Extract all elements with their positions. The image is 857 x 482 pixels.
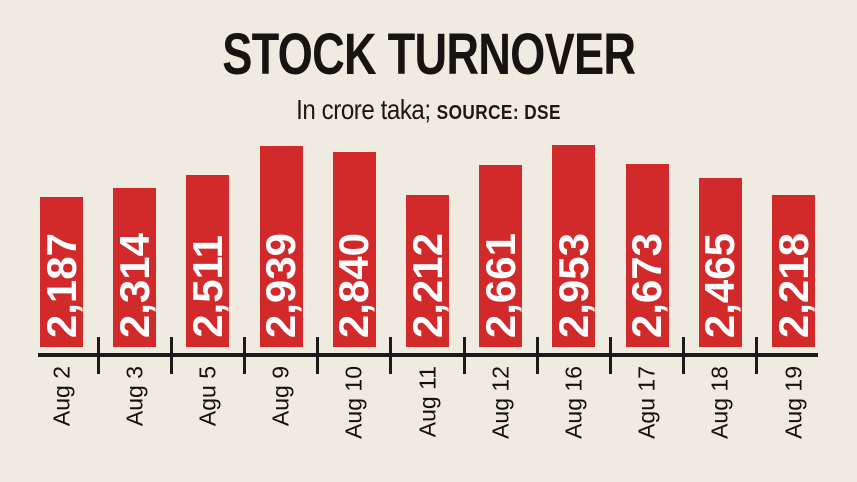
x-axis-label: Aug 10 bbox=[340, 366, 367, 439]
bar: 2,465 bbox=[696, 178, 744, 347]
chart-title: STOCK TURNOVER bbox=[221, 22, 636, 87]
bar: 2,939 bbox=[257, 146, 305, 347]
axis-tick bbox=[96, 337, 100, 374]
chart-subtitle: In crore taka; bbox=[296, 94, 431, 125]
axis-tick bbox=[243, 337, 246, 374]
x-axis-label: Aug 3 bbox=[121, 366, 148, 427]
axis-tick bbox=[682, 337, 686, 374]
x-axis-label: Aug 16 bbox=[560, 366, 587, 439]
x-axis-label: Agu 5 bbox=[194, 366, 221, 427]
axis-tick bbox=[316, 337, 320, 374]
axis-tick bbox=[609, 337, 612, 374]
x-axis-label: Aug 2 bbox=[48, 366, 74, 427]
axis-tick bbox=[755, 337, 759, 374]
title-wrap: STOCK TURNOVER bbox=[0, 26, 857, 84]
chart-source: SOURCE: DSE bbox=[436, 102, 561, 124]
axis-tick bbox=[535, 337, 539, 374]
axis-tick bbox=[389, 337, 393, 374]
x-axis-label: Aug 9 bbox=[267, 366, 294, 427]
bar: 2,953 bbox=[549, 145, 597, 347]
bar: 2,840 bbox=[330, 152, 378, 347]
bar-value-label: 2,314 bbox=[110, 232, 158, 338]
bar: 2,673 bbox=[623, 164, 671, 347]
bar-value-label: 2,511 bbox=[183, 235, 231, 338]
x-axis-label: Aug 19 bbox=[780, 366, 806, 439]
x-axis-label: Aug 11 bbox=[414, 366, 440, 438]
bar: 2,218 bbox=[769, 195, 817, 347]
bar: 2,661 bbox=[476, 165, 524, 347]
bar-value-label: 2,953 bbox=[549, 232, 597, 338]
x-axis-label: Agu 17 bbox=[633, 366, 660, 439]
bar-value-label: 2,939 bbox=[257, 232, 305, 338]
bar-value-label: 2,840 bbox=[330, 232, 378, 338]
bar-value-label: 2,661 bbox=[476, 232, 524, 338]
x-axis-line bbox=[38, 353, 818, 357]
axis-tick bbox=[169, 337, 173, 374]
bar: 2,511 bbox=[183, 175, 231, 347]
bar: 2,187 bbox=[37, 197, 85, 347]
bar-value-label: 2,187 bbox=[37, 232, 85, 338]
bar: 2,314 bbox=[110, 188, 158, 347]
subtitle-row: In crore taka; SOURCE: DSE bbox=[60, 94, 797, 126]
bar-value-label: 2,673 bbox=[623, 232, 671, 338]
bar-value-label: 2,465 bbox=[696, 232, 744, 338]
x-axis-label: Aug 18 bbox=[706, 366, 733, 439]
bar: 2,212 bbox=[403, 195, 451, 347]
axis-tick bbox=[462, 337, 466, 374]
x-axis-label: Aug 12 bbox=[487, 366, 514, 439]
bar-value-label: 2,212 bbox=[403, 232, 451, 338]
bar-value-label: 2,218 bbox=[769, 232, 817, 338]
